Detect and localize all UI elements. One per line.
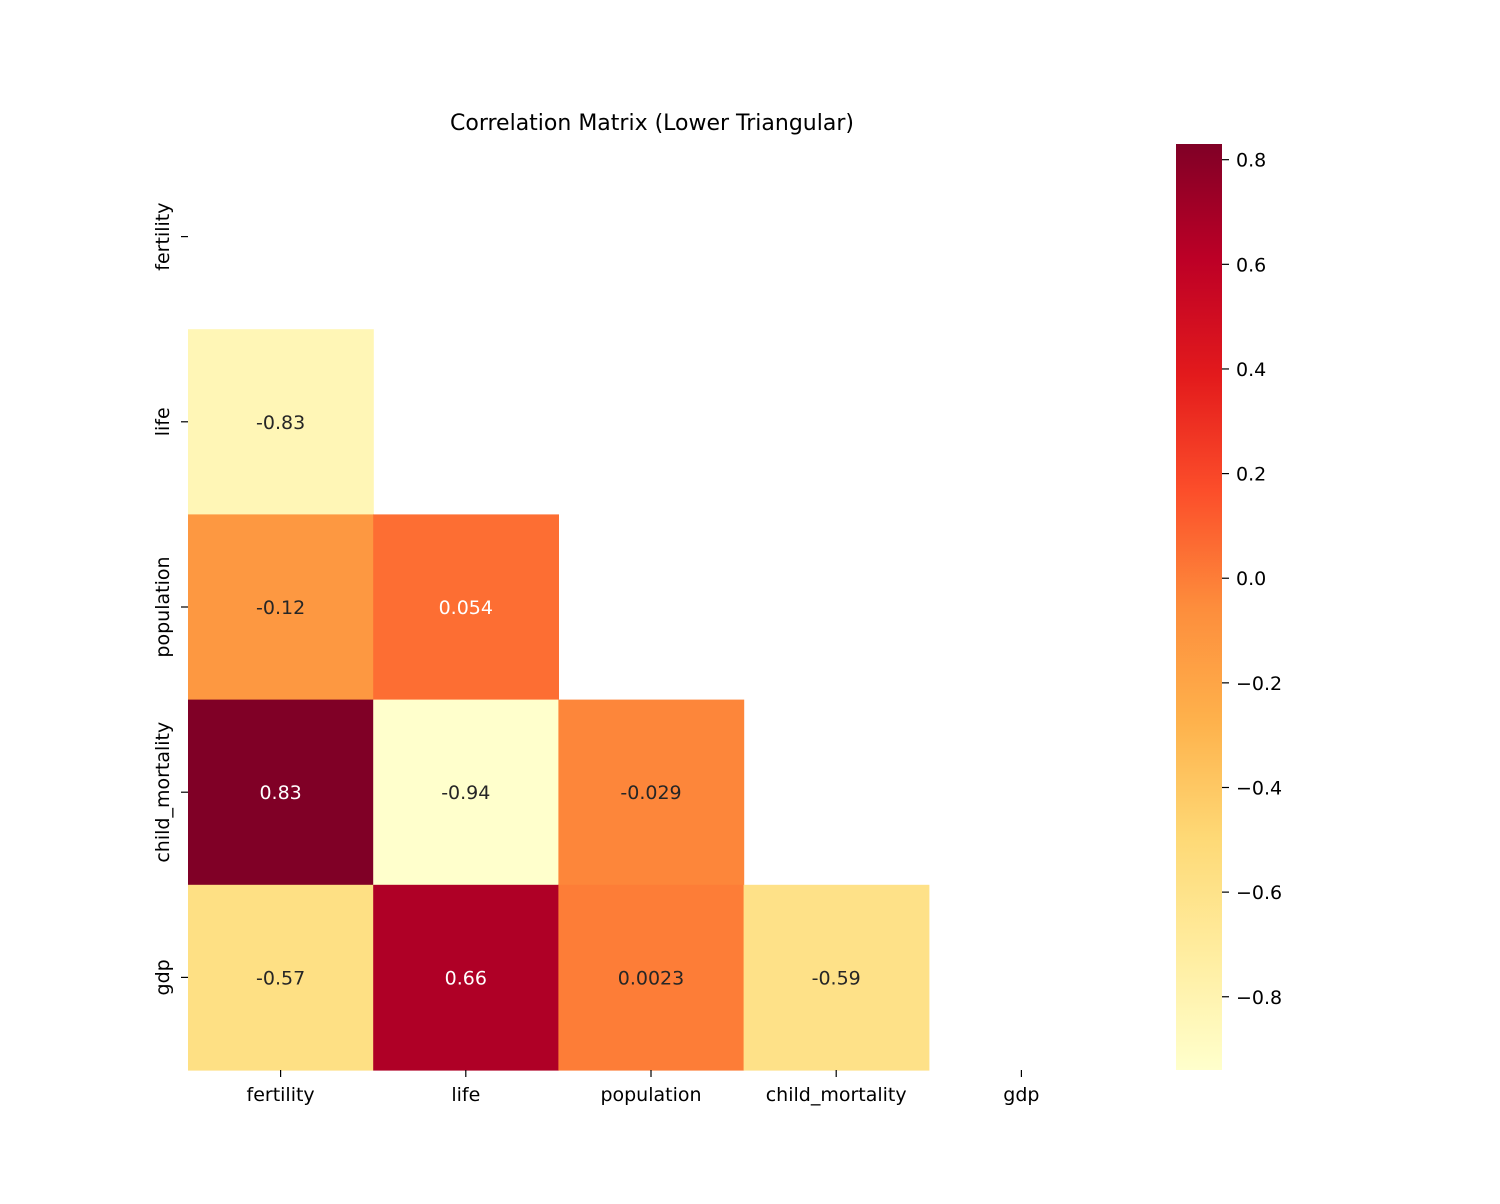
colorbar: −0.8 −0.6 −0.4 −0.2 0.0 0.2 0.4 0.6 0.8 (1176, 144, 1282, 1070)
x-tick-label-life: life (451, 1084, 480, 1106)
y-tick-label-life: life (152, 407, 174, 436)
cell-label-child_mortality-fertility: 0.83 (259, 782, 301, 804)
heatmap-cell-child_mortality-life (373, 699, 559, 886)
colorbar-tick-label: −0.6 (1236, 882, 1282, 904)
cell-label-gdp-population: 0.0023 (618, 967, 684, 989)
colorbar-tick-label: 0.6 (1236, 254, 1266, 276)
colorbar-tick-label: 0.0 (1236, 568, 1266, 590)
x-tick-label-child_mortality: child_mortality (766, 1084, 907, 1106)
heatmap-cell-gdp-fertility (188, 884, 374, 1071)
colorbar-tick-label: 0.8 (1236, 150, 1266, 172)
heatmap-cell-child_mortality-fertility (188, 699, 374, 886)
x-tick-label-population: population (600, 1084, 701, 1106)
heatmap-cell-population-life (373, 514, 559, 701)
y-tick-label-fertility: fertility (152, 203, 174, 271)
cell-label-child_mortality-population: -0.029 (620, 782, 681, 804)
colorbar-tick-label: 0.4 (1236, 359, 1266, 381)
y-tick-label-population: population (152, 556, 174, 657)
y-axis: fertility life population child_mortalitygd… (152, 203, 188, 995)
cell-label-gdp-life: 0.66 (445, 967, 487, 989)
heatmap-cells: -0.83 -0.12 0.054 0.83 -0.94 -0.029 -0.57 0.66 0… (188, 329, 930, 1071)
heatmap-cell-child_mortality-population (558, 699, 745, 886)
cell-label-population-life: 0.054 (439, 597, 493, 619)
cell-label-child_mortality-life: -0.94 (441, 782, 490, 804)
cell-label-life-fertility: -0.83 (256, 412, 305, 434)
heatmap-cell-gdp-life (373, 884, 559, 1071)
x-tick-label-gdp: gdp (1003, 1084, 1039, 1106)
x-axis: fertility life population child_mortality gd… (247, 1070, 1039, 1106)
colorbar-tick-label: −0.8 (1236, 987, 1282, 1009)
colorbar-gradient (1176, 144, 1222, 1070)
colorbar-tick-label: −0.2 (1236, 673, 1282, 695)
chart-title: Correlation Matrix (Lower Triangular) (450, 111, 854, 136)
cell-label-gdp-child_mortality: -0.59 (812, 967, 861, 989)
cell-label-population-fertility: -0.12 (256, 597, 305, 619)
colorbar-tick-label: −0.4 (1236, 777, 1282, 799)
heatmap-cell-gdp-child_mortality (743, 884, 930, 1071)
colorbar-tick-label: 0.2 (1236, 464, 1266, 486)
heatmap-cell-population-fertility (188, 514, 374, 701)
y-tick-label-child_mortality: child_mortality (152, 722, 174, 863)
heatmap-cell-gdp-population (558, 884, 745, 1071)
x-tick-label-fertility: fertility (247, 1084, 315, 1106)
heatmap-cell-life-fertility (188, 329, 374, 515)
y-tick-label-gdp: gdp (152, 959, 174, 995)
cell-label-gdp-fertility: -0.57 (256, 967, 305, 989)
